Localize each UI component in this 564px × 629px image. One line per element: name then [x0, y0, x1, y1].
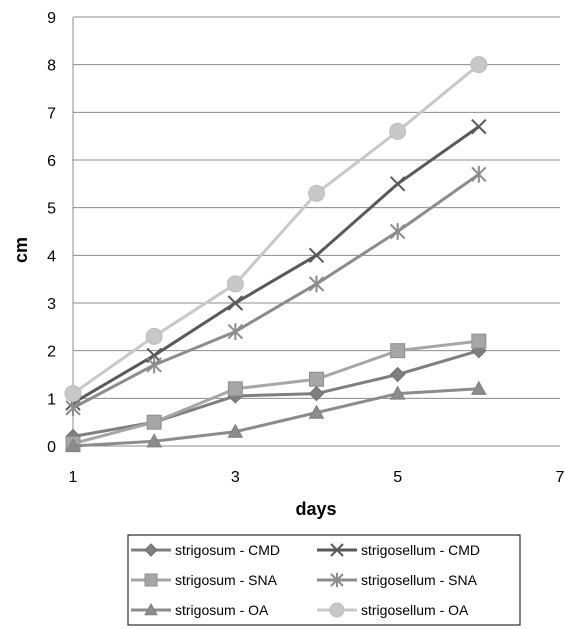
series-4	[65, 165, 487, 417]
data-point	[226, 275, 244, 293]
x-tick-labels: 1 3 5 7	[69, 469, 564, 486]
data-point	[471, 333, 487, 349]
marker-stroke	[227, 295, 244, 311]
y-tick-label: 6	[47, 153, 56, 170]
data-point	[389, 176, 406, 192]
data-point	[65, 437, 81, 453]
data-point	[227, 423, 244, 438]
data-point	[470, 56, 488, 74]
legend-entry: strigosum - CMD	[131, 542, 280, 558]
data-point	[227, 381, 243, 397]
legend-entry: strigosellum - OA	[317, 602, 469, 618]
data-point	[389, 122, 407, 140]
legend-marker	[144, 543, 158, 557]
legend-label: strigosum - OA	[175, 602, 269, 618]
series-6	[64, 56, 488, 403]
data-point	[471, 118, 487, 135]
series-line	[72, 63, 480, 395]
data-point	[308, 385, 325, 402]
series-lines	[64, 56, 488, 453]
data-point	[227, 323, 244, 340]
legend-label: strigosum - SNA	[175, 572, 278, 588]
data-point	[471, 165, 487, 183]
legend-marker	[330, 572, 344, 588]
series-line	[72, 339, 480, 446]
data-point	[389, 385, 406, 400]
gridlines	[73, 16, 560, 399]
data-point	[146, 433, 163, 448]
y-tick-labels: 0 1 2 3 4 5 6 7 8 9	[47, 10, 56, 456]
data-point	[308, 247, 325, 264]
legend-label: strigosellum - SNA	[361, 572, 478, 588]
marker-stroke	[308, 247, 325, 264]
y-tick-label: 4	[47, 248, 56, 265]
legend-entry: strigosellum - SNA	[317, 572, 478, 588]
legend: strigosum - CMD strigosellum - CMD strigos…	[127, 534, 521, 626]
y-axis-title: cm	[11, 237, 31, 263]
y-tick-label: 3	[47, 296, 56, 313]
data-point	[146, 414, 162, 430]
legend-marker	[329, 602, 345, 618]
legend-marker	[330, 543, 344, 557]
y-tick-label: 1	[47, 391, 56, 408]
data-point	[146, 356, 162, 374]
legend-entry: strigosum - OA	[131, 602, 269, 618]
data-point	[65, 399, 81, 417]
data-point	[145, 327, 163, 345]
data-point	[470, 380, 487, 395]
data-point	[390, 343, 406, 359]
marker-stroke	[389, 176, 406, 192]
data-point	[389, 366, 406, 383]
x-axis-title: days	[295, 499, 336, 519]
x-tick-label: 5	[393, 469, 402, 486]
legend-entry: strigosellum - CMD	[317, 542, 480, 558]
y-tick-label: 5	[47, 201, 56, 218]
data-point	[308, 275, 325, 293]
x-tick-label: 7	[556, 469, 564, 486]
legend-label: strigosum - CMD	[175, 542, 280, 558]
y-tick-label: 2	[47, 344, 56, 361]
series-5	[65, 380, 487, 453]
legend-label: strigosellum - OA	[361, 602, 469, 618]
data-point	[308, 184, 325, 202]
data-point	[308, 404, 325, 419]
marker-stroke	[471, 118, 487, 135]
data-point	[309, 371, 324, 387]
series-line	[72, 387, 479, 448]
y-tick-label: 9	[47, 10, 56, 27]
y-tick-label: 7	[47, 105, 56, 122]
x-tick-label: 3	[231, 469, 240, 486]
legend-label: strigosellum - CMD	[361, 542, 480, 558]
marker-stroke	[330, 543, 344, 557]
y-tick-label: 0	[47, 439, 56, 456]
series-line	[72, 173, 480, 410]
x-tick-label: 1	[69, 469, 78, 486]
data-point	[64, 385, 82, 403]
data-point	[389, 223, 406, 240]
y-tick-label: 8	[47, 58, 56, 75]
data-point	[227, 295, 244, 311]
legend-marker	[144, 602, 158, 616]
series-line	[72, 125, 480, 405]
legend-entry: strigosum - SNA	[131, 572, 278, 588]
legend-marker	[144, 573, 158, 587]
